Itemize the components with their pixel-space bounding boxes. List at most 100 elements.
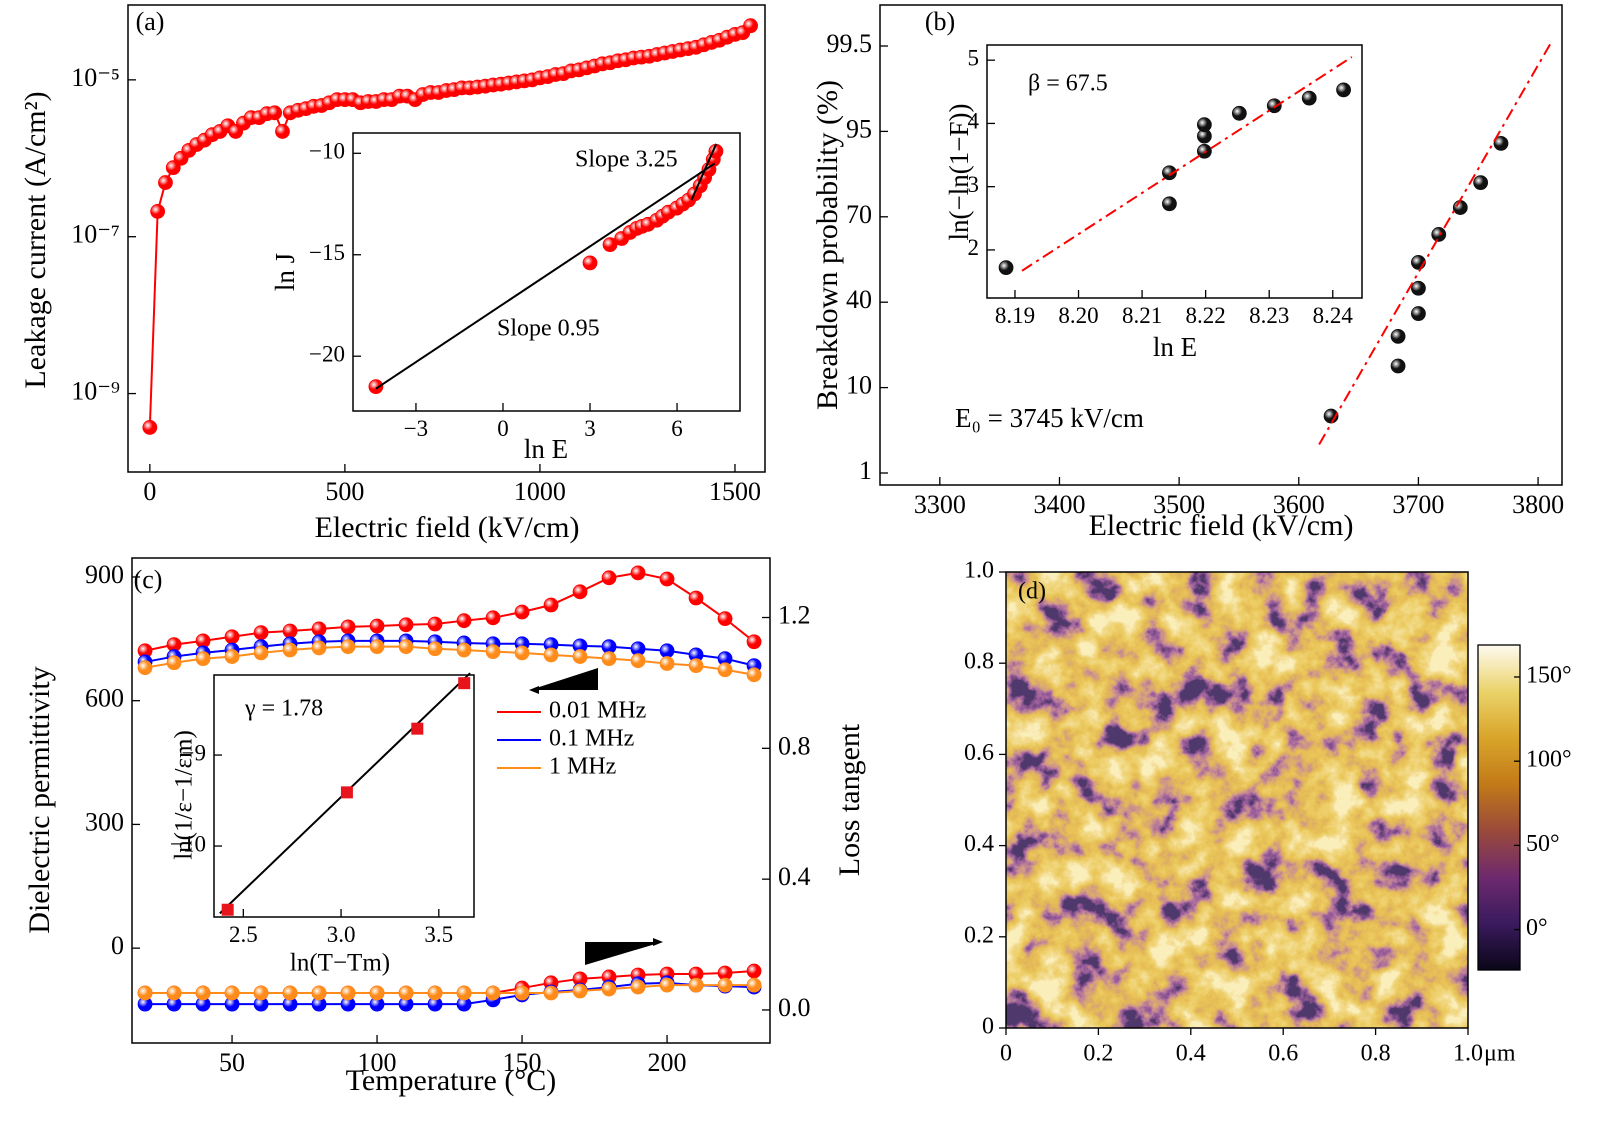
data-point [746, 963, 762, 979]
x-tick-label: 8.23 [1249, 303, 1289, 328]
data-point [282, 985, 298, 1001]
data-point [601, 651, 617, 667]
data-point [137, 660, 153, 676]
arrow-to-left-axis [529, 668, 598, 694]
data-point [1196, 143, 1212, 159]
y-tick-label: 4 [968, 109, 980, 134]
data-point [572, 584, 588, 600]
data-point [1473, 175, 1489, 191]
x-tick-label: 50 [219, 1048, 245, 1077]
data-point [340, 985, 356, 1001]
y-tick-label: 0.6 [964, 740, 994, 766]
y-tick-label: 10⁻⁹ [71, 377, 120, 406]
data-point [485, 610, 501, 626]
colorbar [1477, 644, 1521, 971]
data-point [456, 985, 472, 1001]
x-unit: μm [1484, 1041, 1516, 1067]
data-point [659, 643, 675, 659]
x-tick-label: 3800 [1512, 490, 1564, 519]
y-tick-label: 0.4 [964, 831, 994, 857]
y-tick-label: 99.5 [827, 29, 873, 58]
y-tick-label: 3 [968, 172, 980, 197]
data-point [1390, 358, 1406, 374]
data-point [485, 985, 501, 1001]
x-tick-label: 3600 [1273, 490, 1325, 519]
data-line [144, 571, 755, 652]
data-point [195, 985, 211, 1001]
x-tick-label: 3 [584, 416, 596, 441]
data-point [282, 642, 298, 658]
annotation: γ = 1.78 [244, 696, 323, 722]
y-axis-title: ln(1/ε−1/εm) [171, 730, 198, 860]
data-point [688, 977, 704, 993]
colorbar-tick-label: 0° [1526, 915, 1548, 941]
x-tick-label: 1000 [514, 477, 566, 506]
data-point [411, 722, 424, 735]
x-tick-label: 2.5 [229, 922, 258, 947]
x-tick-label: 0.6 [1268, 1041, 1298, 1067]
x-axis-title: ln(T−Tm) [290, 950, 390, 977]
legend-label: 0.1 MHz [549, 726, 634, 752]
data-point [601, 570, 617, 586]
data-point [340, 639, 356, 655]
data-point [1390, 328, 1406, 344]
y-tick-label: −10 [309, 139, 345, 164]
colorbar-tick-label: 150° [1526, 662, 1572, 688]
afm-image [1006, 572, 1468, 1028]
data-point [1493, 135, 1509, 151]
y-tick-label: −20 [309, 341, 345, 366]
data-point [224, 629, 240, 645]
x-tick-label: 8.24 [1313, 303, 1354, 328]
x-tick-label: 6 [671, 416, 683, 441]
y-tick-label: 10⁻⁵ [71, 63, 120, 92]
data-point [659, 571, 675, 587]
data-point [427, 616, 443, 632]
data-point [166, 985, 182, 1001]
data-point [602, 237, 618, 253]
x-tick-label: 0.2 [1083, 1041, 1113, 1067]
panel-label: (c) [134, 565, 163, 594]
panel-label: (a) [136, 7, 165, 36]
y-tick-label: 0.2 [964, 922, 994, 948]
x-tick-label: 0.4 [1176, 1041, 1206, 1067]
x-axis-title: Electric field (kV/cm) [315, 511, 580, 544]
x-axis-title: Electric field (kV/cm) [1089, 509, 1354, 542]
x-tick-label: 100 [358, 1048, 397, 1077]
x-tick-label: 3.0 [327, 922, 356, 947]
data-point [582, 255, 598, 271]
data-point [369, 985, 385, 1001]
data-point [1411, 280, 1426, 296]
x-tick-label: 8.19 [995, 303, 1035, 328]
annotation: β = 67.5 [1028, 71, 1108, 97]
data-point [150, 204, 166, 219]
data-point [688, 658, 704, 674]
data-point [369, 639, 385, 655]
x-tick-label: 1500 [709, 477, 761, 506]
y-axis-title: ln J [270, 253, 300, 291]
data-line [144, 645, 755, 676]
y2-tick-label: 0.8 [778, 731, 811, 760]
x-tick-label: 3300 [914, 490, 966, 519]
data-point [717, 662, 733, 678]
x-tick-label: 8.22 [1186, 303, 1226, 328]
data-point [340, 619, 356, 635]
data-point [311, 640, 327, 656]
data-point [743, 18, 758, 34]
y-tick-label: 300 [85, 807, 124, 836]
data-point [659, 656, 675, 671]
data-point [224, 649, 240, 664]
panel-label: (b) [925, 7, 955, 36]
y-axis-title: Dielectric permittivity [23, 666, 56, 933]
data-point [630, 979, 646, 995]
data-point [458, 677, 471, 690]
x-tick-label: 3500 [1153, 490, 1205, 519]
y-tick-label: 2 [968, 235, 980, 260]
y-axis-title: ln(−ln(1−F)) [944, 104, 974, 241]
y-tick-label: −10 [170, 831, 206, 856]
x-tick-label: 500 [325, 477, 364, 506]
data-point [543, 647, 559, 663]
x-tick-label: 0 [497, 416, 509, 441]
data-point [485, 644, 501, 660]
